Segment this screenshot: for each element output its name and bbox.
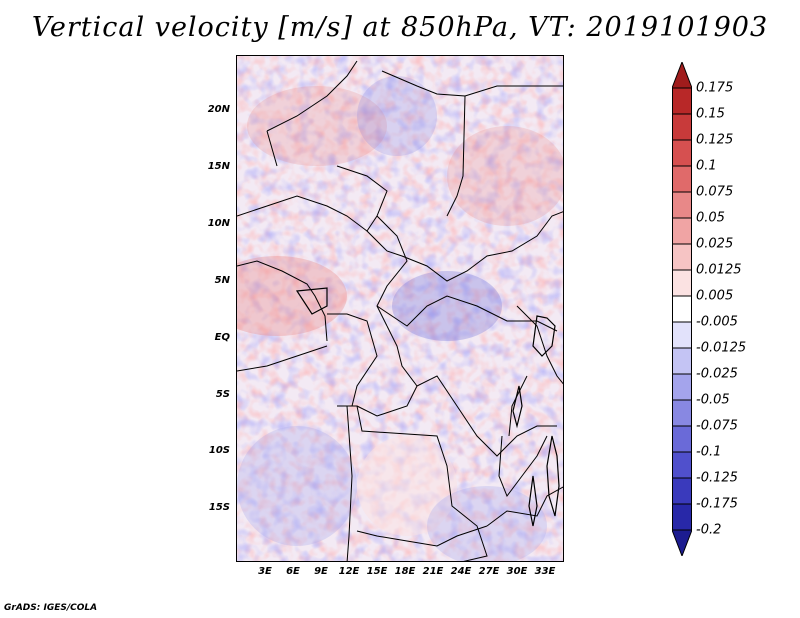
colorbar-label: 0.005 (696, 288, 734, 304)
lat-label: 10S (208, 445, 230, 456)
colorbar-box (672, 165, 692, 193)
colorbar-box (672, 269, 692, 297)
lat-label: 15S (208, 502, 230, 513)
colorbar-box (672, 477, 692, 505)
colorbar-label: -0.2 (696, 522, 722, 538)
colorbar-label: 0.125 (696, 132, 734, 148)
colorbar-label: 0.15 (696, 106, 725, 122)
colorbar-box (672, 295, 692, 323)
lat-label: EQ (214, 332, 230, 343)
lat-label: 20N (207, 104, 230, 115)
colorbar-box (672, 139, 692, 167)
colorbar-box (672, 87, 692, 115)
lon-label: 3E (258, 566, 272, 577)
grads-credit: GrADS: IGES/COLA (4, 603, 98, 613)
colorbar-label: -0.125 (696, 470, 738, 486)
lon-label: 24E (450, 566, 472, 577)
colorbar-bottom-triangle (672, 529, 692, 556)
colorbar-label: 0.0125 (696, 262, 742, 278)
lon-label: 12E (338, 566, 360, 577)
map-panel (236, 55, 564, 562)
map-title: Vertical velocity [m/s] at 850hPa, VT: 2… (31, 12, 769, 43)
colorbar-box (672, 243, 692, 271)
colorbar-box (672, 373, 692, 401)
colorbar-label: -0.175 (696, 496, 738, 512)
colorbar-label: -0.005 (696, 314, 738, 330)
lat-label: 5N (214, 275, 230, 286)
colorbar-box (672, 217, 692, 245)
colorbar-label: -0.05 (696, 392, 730, 408)
vertical-velocity-field (237, 56, 563, 561)
colorbar-box (672, 347, 692, 375)
lon-label: 21E (422, 566, 444, 577)
colorbar-label: 0.075 (696, 184, 734, 200)
lon-label: 33E (534, 566, 556, 577)
colorbar-top-triangle (672, 62, 692, 89)
colorbar-box (672, 399, 692, 427)
colorbar-box (672, 191, 692, 219)
colorbar-box (672, 113, 692, 141)
colorbar-label: 0.025 (696, 236, 734, 252)
lon-label: 27E (478, 566, 500, 577)
color-bar (672, 62, 692, 556)
colorbar-label: -0.025 (696, 366, 738, 382)
lon-label: 30E (506, 566, 528, 577)
lat-label: 10N (207, 218, 230, 229)
colorbar-label: 0.1 (696, 158, 717, 174)
lat-label: 5S (215, 389, 230, 400)
lat-label: 15N (207, 161, 230, 172)
colorbar-label: 0.05 (696, 210, 725, 226)
colorbar-label: -0.0125 (696, 340, 747, 356)
colorbar-box (672, 503, 692, 531)
lon-label: 15E (366, 566, 388, 577)
colorbar-label: -0.1 (696, 444, 722, 460)
lon-label: 18E (394, 566, 416, 577)
lon-label: 9E (314, 566, 328, 577)
colorbar-box (672, 451, 692, 479)
lon-label: 6E (286, 566, 300, 577)
colorbar-box (672, 321, 692, 349)
colorbar-label: 0.175 (696, 80, 734, 96)
colorbar-box (672, 425, 692, 453)
colorbar-label: -0.075 (696, 418, 738, 434)
